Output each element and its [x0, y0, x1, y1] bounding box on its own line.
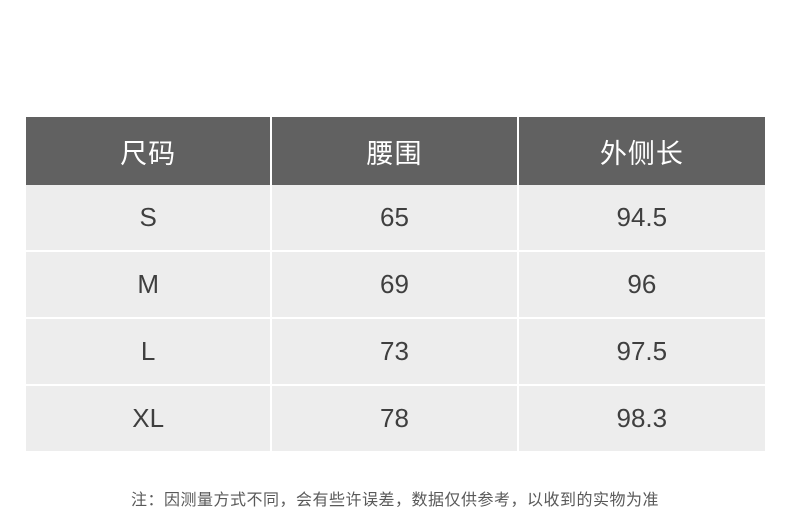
cell-waist-m: 69: [272, 250, 519, 317]
cell-outer-length-l: 97.5: [518, 317, 765, 384]
cell-outer-length-m: 96: [518, 250, 765, 317]
cell-outer-length-xl: 98.3: [518, 384, 765, 451]
cell-waist-s: 65: [272, 185, 519, 250]
cell-size-s: S: [26, 185, 273, 250]
table-header-row: 尺码 腰围 外侧长: [26, 117, 765, 185]
table-row-m: M 69 96: [26, 250, 765, 317]
column-header-size: 尺码: [26, 117, 273, 185]
cell-waist-l: 73: [272, 317, 519, 384]
table-row-l: L 73 97.5: [26, 317, 765, 384]
column-header-outer-length: 外侧长: [518, 117, 765, 185]
cell-size-m: M: [26, 250, 273, 317]
measurement-disclaimer-note: 注：因测量方式不同，会有些许误差，数据仅供参考，以收到的实物为准: [130, 492, 659, 509]
table-row-xl: XL 78 98.3: [26, 384, 765, 451]
table-row-s: S 65 94.5: [26, 185, 765, 250]
size-chart-table: 尺码 腰围 外侧长 S 65 94.5 M 69 96 L 73 97.5 XL…: [26, 117, 765, 451]
cell-size-l: L: [26, 317, 273, 384]
cell-size-xl: XL: [26, 384, 273, 451]
cell-waist-xl: 78: [272, 384, 519, 451]
cell-outer-length-s: 94.5: [518, 185, 765, 250]
column-header-waist: 腰围: [272, 117, 519, 185]
